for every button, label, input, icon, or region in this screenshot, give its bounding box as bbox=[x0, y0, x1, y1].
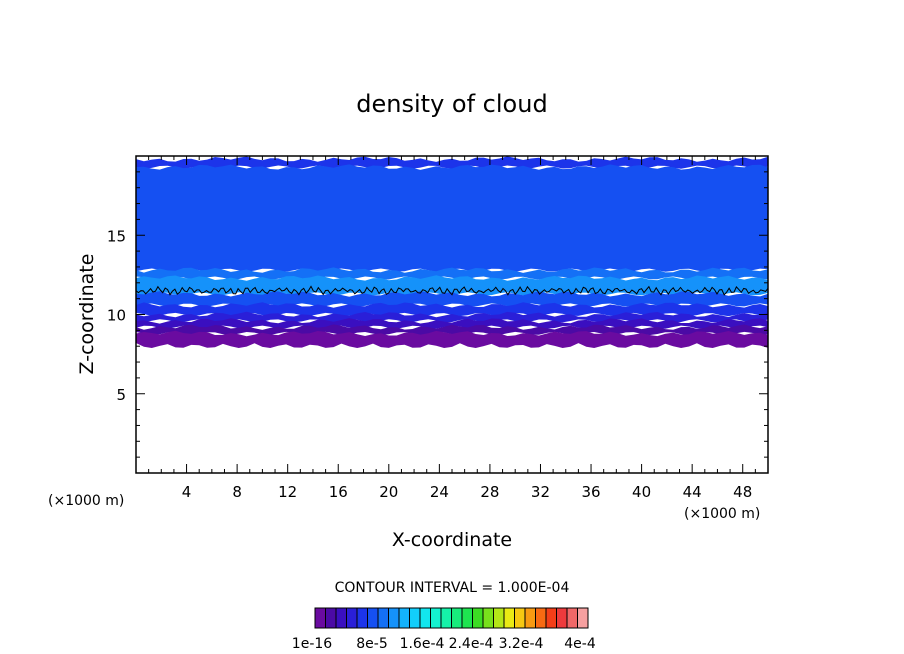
colorbar-label: 8e-5 bbox=[356, 636, 387, 652]
colorbar-swatch bbox=[409, 607, 421, 629]
x-tick-label: 8 bbox=[232, 483, 242, 501]
colorbar-swatch bbox=[472, 607, 484, 629]
x-tick-label: 4 bbox=[182, 483, 192, 501]
x-tick-label: 36 bbox=[581, 483, 600, 501]
x-axis: 4 8 12 16 20 24 28 32 36 40 44 48 bbox=[148, 156, 756, 501]
x-tick-label: 12 bbox=[278, 483, 297, 501]
colorbar-label: 3.2e-4 bbox=[499, 636, 544, 652]
colorbar-swatch bbox=[356, 607, 368, 629]
chart-title: density of cloud bbox=[356, 90, 547, 118]
x-tick-label: 24 bbox=[430, 483, 449, 501]
x-tick-label: 20 bbox=[379, 483, 398, 501]
field-band bbox=[136, 302, 768, 317]
colorbar-swatch bbox=[430, 607, 442, 629]
colorbar-swatch bbox=[388, 607, 400, 629]
contour-line bbox=[136, 285, 768, 296]
colorbar-label: 1e-16 bbox=[292, 636, 332, 652]
y-axis: 5 10 15 bbox=[107, 171, 768, 458]
colorbar-swatch bbox=[514, 607, 526, 629]
colorbar-swatch bbox=[440, 607, 452, 629]
colorbar-label: 2.4e-4 bbox=[449, 636, 494, 652]
y-tick-label: 15 bbox=[107, 227, 126, 245]
colorbar-swatch bbox=[493, 607, 505, 629]
plot-area bbox=[136, 156, 768, 348]
x-tick-label: 16 bbox=[329, 483, 348, 501]
x-tick-label: 32 bbox=[531, 483, 550, 501]
x-tick-label: 44 bbox=[683, 483, 702, 501]
y-axis-label: Z-coordinate bbox=[76, 254, 98, 375]
colorbar-swatch bbox=[398, 607, 410, 629]
colorbar-swatch bbox=[482, 607, 494, 629]
colorbar-swatch bbox=[524, 607, 536, 629]
colorbar-label: 4e-4 bbox=[564, 636, 596, 652]
field-band bbox=[136, 164, 768, 272]
x-axis-label: X-coordinate bbox=[392, 529, 512, 551]
colorbar-swatch bbox=[461, 607, 473, 629]
x-tick-label: 40 bbox=[632, 483, 651, 501]
colorbar-swatch bbox=[367, 607, 379, 629]
colorbar: 1e-16 8e-5 1.6e-4 2.4e-4 3.2e-4 4e-4 bbox=[292, 607, 596, 652]
x-tick-label: 48 bbox=[733, 483, 752, 501]
field-band bbox=[136, 330, 768, 348]
y-tick-label: 10 bbox=[107, 307, 126, 325]
x-unit-label-right: (×1000 m) bbox=[684, 506, 760, 522]
colorbar-swatch bbox=[545, 607, 557, 629]
colorbar-swatch bbox=[325, 607, 337, 629]
colorbar-swatch bbox=[577, 607, 589, 629]
colorbar-swatch bbox=[556, 607, 568, 629]
field-band bbox=[136, 318, 768, 329]
contour-interval-label: CONTOUR INTERVAL = 1.000E-04 bbox=[335, 580, 570, 596]
colorbar-swatch bbox=[377, 607, 389, 629]
colorbar-swatch bbox=[419, 607, 431, 629]
colorbar-label: 1.6e-4 bbox=[400, 636, 445, 652]
colorbar-swatch bbox=[451, 607, 463, 629]
colorbar-swatch bbox=[335, 607, 347, 629]
colorbar-swatch bbox=[346, 607, 358, 629]
colorbar-swatch bbox=[535, 607, 547, 629]
field-band bbox=[136, 291, 768, 307]
x-tick-label: 28 bbox=[480, 483, 499, 501]
colorbar-swatch bbox=[503, 607, 515, 629]
colorbar-swatch bbox=[314, 607, 326, 629]
x-unit-label-left: (×1000 m) bbox=[48, 493, 124, 509]
y-tick-label: 5 bbox=[116, 386, 126, 404]
colorbar-swatch bbox=[566, 607, 578, 629]
